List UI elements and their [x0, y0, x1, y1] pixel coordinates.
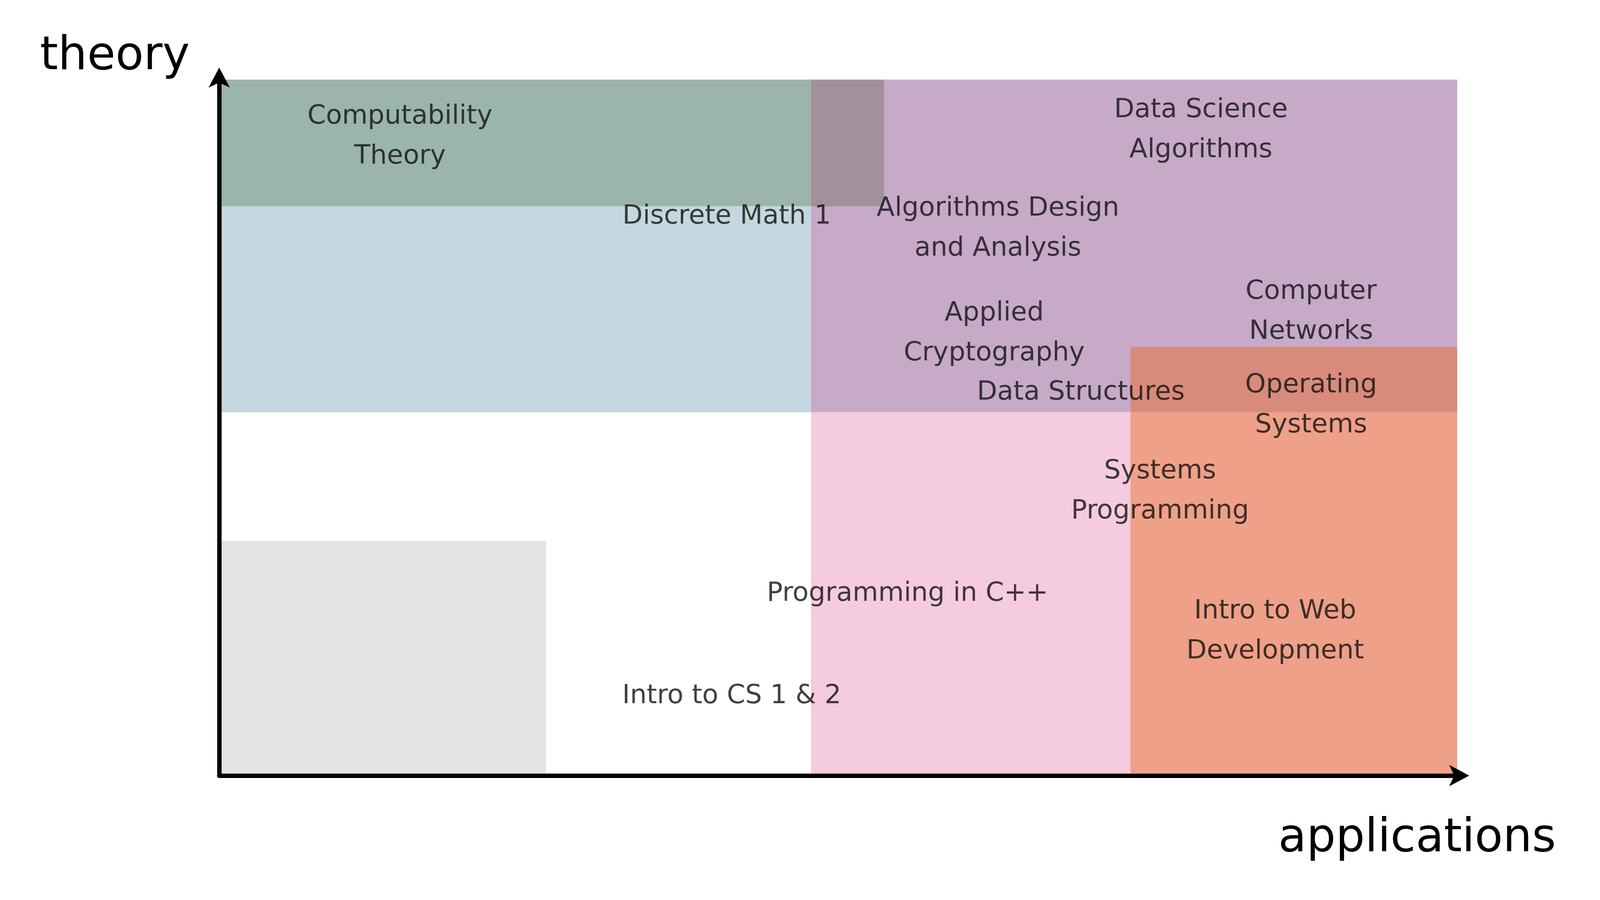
svg-text:Programming in C++: Programming in C++	[766, 576, 1049, 608]
svg-text:Cryptography: Cryptography	[903, 336, 1085, 367]
svg-text:Data Structures: Data Structures	[976, 375, 1185, 406]
svg-text:Systems: Systems	[1104, 454, 1217, 485]
svg-text:Discrete Math 1: Discrete Math 1	[622, 199, 832, 230]
svg-text:Computer: Computer	[1245, 274, 1378, 306]
svg-text:Development: Development	[1186, 634, 1364, 665]
svg-text:Algorithms: Algorithms	[1129, 132, 1273, 164]
svg-text:and Analysis: and Analysis	[914, 231, 1082, 262]
svg-text:Computability: Computability	[307, 99, 493, 130]
svg-text:Systems: Systems	[1255, 408, 1368, 439]
svg-text:Data Science: Data Science	[1114, 92, 1288, 124]
svg-text:applications: applications	[1278, 808, 1556, 862]
svg-text:Intro to CS 1 & 2: Intro to CS 1 & 2	[622, 678, 842, 710]
svg-text:theory: theory	[40, 26, 190, 80]
svg-text:Networks: Networks	[1249, 314, 1374, 346]
svg-text:Operating: Operating	[1245, 368, 1378, 399]
svg-text:Algorithms Design: Algorithms Design	[876, 191, 1120, 222]
svg-text:Intro to Web: Intro to Web	[1194, 594, 1356, 625]
svg-text:Theory: Theory	[353, 139, 446, 170]
svg-text:Applied: Applied	[944, 296, 1044, 327]
svg-text:Programming: Programming	[1071, 494, 1250, 525]
